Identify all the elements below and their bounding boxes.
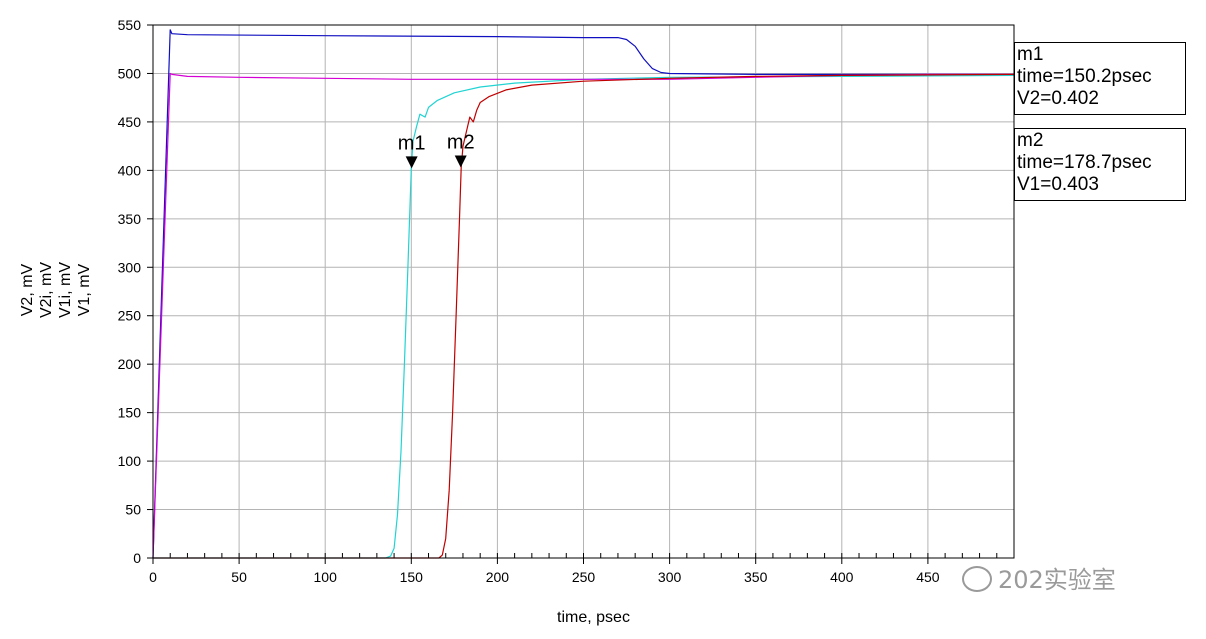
watermark: 202实验室 xyxy=(962,560,1116,595)
x-tick-label-8: 400 xyxy=(830,569,854,585)
y-axis-series-label-3: V1, mV xyxy=(76,263,93,316)
y-tick-label-1: 50 xyxy=(125,502,141,518)
y-tick-label-11: 550 xyxy=(118,17,142,33)
y-tick-label-2: 100 xyxy=(118,453,142,469)
marker-triangle-m2 xyxy=(454,155,467,168)
x-axis-title: time, psec xyxy=(557,609,630,626)
x-tick-label-6: 300 xyxy=(658,569,682,585)
y-tick-label-8: 400 xyxy=(118,162,142,178)
y-tick-label-3: 150 xyxy=(118,405,142,421)
marker-readout-m1: m1 time=150.2psec V2=0.402 xyxy=(1014,42,1186,115)
marker-readout-m1-name: m1 xyxy=(1017,44,1044,65)
watermark-text: 202实验室 xyxy=(998,566,1116,594)
marker-readout-m2: m2 time=178.7psec V1=0.403 xyxy=(1014,128,1186,201)
marker-readout-m2-time: time=178.7psec xyxy=(1017,152,1152,173)
series-line-0 xyxy=(153,74,1015,559)
y-axis-series-label-1: V2i, mV xyxy=(38,262,55,318)
y-tick-label-5: 250 xyxy=(118,308,142,324)
marker-readout-m1-value: V2=0.402 xyxy=(1017,88,1099,109)
y-tick-label-10: 500 xyxy=(118,65,142,81)
y-tick-label-6: 300 xyxy=(118,259,142,275)
wechat-icon xyxy=(962,566,992,592)
marker-label-m2: m2 xyxy=(447,131,475,153)
x-tick-label-5: 250 xyxy=(572,569,596,585)
y-tick-label-0: 0 xyxy=(133,550,141,566)
x-tick-label-4: 200 xyxy=(486,569,510,585)
y-axis-series-label-2: V1i, mV xyxy=(57,262,74,318)
x-tick-label-0: 0 xyxy=(149,569,157,585)
series-line-3 xyxy=(153,73,1015,559)
series-line-1 xyxy=(152,29,1014,559)
y-tick-label-4: 200 xyxy=(118,356,142,372)
y-tick-label-9: 450 xyxy=(118,114,142,130)
marker-label-m1: m1 xyxy=(398,132,426,154)
x-tick-label-1: 50 xyxy=(231,569,247,585)
marker-triangle-m1 xyxy=(405,156,418,169)
x-tick-label-2: 100 xyxy=(314,569,338,585)
y-axis-series-label-0: V2, mV xyxy=(19,263,36,316)
x-tick-label-9: 450 xyxy=(916,569,940,585)
marker-readout-m2-value: V1=0.403 xyxy=(1017,174,1099,195)
marker-readout-m1-time: time=150.2psec xyxy=(1017,66,1152,87)
x-tick-label-3: 150 xyxy=(400,569,424,585)
marker-readout-m2-name: m2 xyxy=(1017,130,1044,151)
y-tick-label-7: 350 xyxy=(118,211,142,227)
x-tick-label-7: 350 xyxy=(744,569,768,585)
